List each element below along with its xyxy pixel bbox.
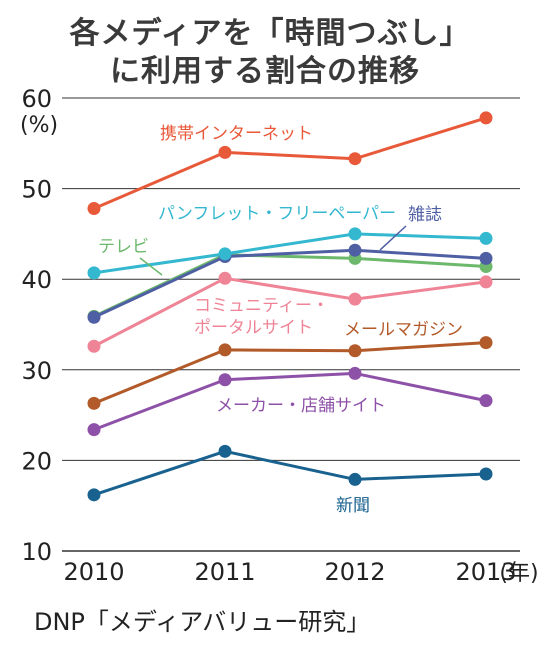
series-line	[93, 248, 487, 319]
label-leader-line	[379, 225, 407, 251]
data-point	[348, 227, 362, 241]
series-label: 携帯インターネット	[160, 124, 313, 144]
series-label: コミュニティー・	[194, 296, 329, 316]
data-point	[479, 111, 493, 125]
x-tick-label: 2012	[324, 558, 385, 586]
series-line	[93, 276, 487, 348]
chart-title-line2: に利用する割合の推移	[110, 54, 420, 89]
data-point	[218, 343, 232, 357]
series-line	[93, 341, 487, 405]
x-tick-label: 2013	[455, 558, 516, 586]
data-point	[218, 145, 232, 159]
x-tick-label: 2011	[194, 558, 255, 586]
data-point	[87, 396, 101, 410]
data-point	[348, 292, 362, 306]
data-point	[87, 202, 101, 216]
data-point	[479, 336, 493, 350]
line-chart: 10 20 30 40 50 60(%) 2010 2011 2012 2013(年) 携帯インター…	[20, 85, 539, 586]
label-leader-line	[139, 257, 163, 276]
series-label: ポータルサイト	[194, 318, 313, 338]
data-point	[348, 366, 362, 380]
series-line	[93, 371, 487, 431]
data-point	[479, 251, 493, 265]
y-tick-label: 40	[21, 266, 52, 294]
data-point	[479, 275, 493, 289]
data-point	[479, 467, 493, 481]
data-point	[479, 394, 493, 408]
data-point	[348, 472, 362, 486]
series-label: メールマガジン	[344, 320, 463, 340]
data-point	[87, 488, 101, 502]
series-label: 雑誌	[408, 205, 442, 225]
source-caption: DNP「メディアバリュー研究」	[34, 608, 371, 636]
data-point	[87, 266, 101, 280]
y-tick-label: 30	[21, 357, 52, 385]
data-point	[218, 247, 232, 261]
x-unit-label: (年)	[499, 561, 538, 586]
data-point	[87, 310, 101, 324]
series-label: 新聞	[336, 496, 370, 516]
data-point	[348, 152, 362, 166]
series-label: メーカー・店舗サイト	[216, 396, 386, 416]
data-point	[348, 243, 362, 257]
y-tick-label: 60	[21, 85, 52, 113]
series-label: パンフレット・フリーペーパー	[158, 204, 396, 224]
data-point	[218, 271, 232, 285]
chart-title-line1: 各メディアを「時間つぶし」	[69, 16, 471, 51]
data-point	[348, 344, 362, 358]
x-tick-label: 2010	[63, 558, 124, 586]
series-line	[93, 449, 487, 497]
data-point	[218, 373, 232, 387]
series-line	[93, 116, 487, 210]
data-point	[87, 423, 101, 437]
data-point	[218, 444, 232, 458]
series-label: テレビ	[98, 237, 149, 257]
data-point	[479, 231, 493, 245]
y-tick-label: 20	[21, 447, 52, 475]
data-point	[87, 339, 101, 353]
y-tick-label: 10	[21, 538, 52, 566]
y-tick-label: 50	[21, 176, 52, 204]
series-line	[93, 232, 487, 275]
y-unit-label: (%)	[20, 113, 58, 138]
